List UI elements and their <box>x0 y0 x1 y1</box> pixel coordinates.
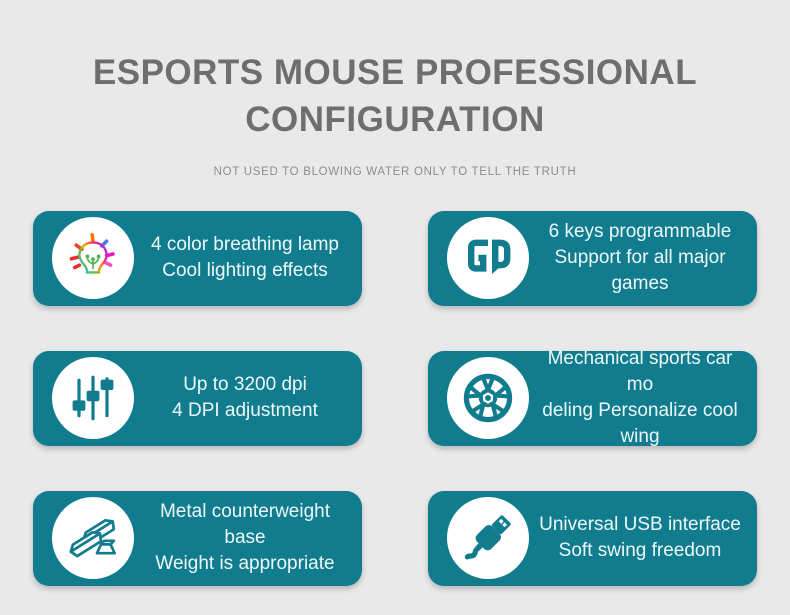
feature-line-1: 6 keys programmable <box>548 221 732 243</box>
header: ESPORTS MOUSE PROFESSIONAL CONFIGURATION… <box>0 0 790 178</box>
page-title: ESPORTS MOUSE PROFESSIONAL CONFIGURATION <box>92 53 698 139</box>
feature-card-dpi: Up to 3200 dpi 4 DPI adjustment <box>33 350 362 446</box>
feature-text: 6 keys programmable Support for all majo… <box>529 219 757 297</box>
page-subtitle: NOT USED TO BLOWING WATER ONLY TO TELL T… <box>213 165 577 178</box>
feature-line-1: Mechanical sports car mo <box>547 348 733 396</box>
gd-logo-icon <box>447 217 529 300</box>
feature-card-weight: Metal counterweight base Weight is appro… <box>33 490 362 586</box>
feature-line-2: Support for all major games <box>554 247 726 295</box>
lightbulb-icon <box>52 217 134 300</box>
feature-text: Up to 3200 dpi 4 DPI adjustment <box>134 372 362 424</box>
feature-line-2: deling Personalize cool wing <box>542 400 738 448</box>
feature-card-modeling: Mechanical sports car mo deling Personal… <box>428 348 757 447</box>
feature-line-2: Soft swing freedom <box>558 540 722 562</box>
feature-text: 4 color breathing lamp Cool lighting eff… <box>134 232 362 284</box>
feature-text: Universal USB interface Soft swing freed… <box>529 512 757 564</box>
feature-card-keys: 6 keys programmable Support for all majo… <box>428 210 757 306</box>
wheel-rim-icon <box>447 357 529 440</box>
feature-grid: 4 color breathing lamp Cool lighting eff… <box>33 210 757 586</box>
feature-line-2: 4 DPI adjustment <box>172 400 318 422</box>
feature-line-1: Universal USB interface <box>539 514 741 536</box>
feature-line-2: Weight is appropriate <box>155 553 335 575</box>
feature-text: Mechanical sports car mo deling Personal… <box>529 346 757 450</box>
feature-text: Metal counterweight base Weight is appro… <box>134 499 362 577</box>
feature-line-1: Metal counterweight base <box>159 501 331 549</box>
feature-card-usb: Universal USB interface Soft swing freed… <box>428 490 757 586</box>
dpi-sliders-icon <box>52 357 134 440</box>
feature-line-2: Cool lighting effects <box>162 260 328 282</box>
gold-bars-icon <box>52 497 134 580</box>
feature-card-lighting: 4 color breathing lamp Cool lighting eff… <box>33 210 362 306</box>
feature-line-1: 4 color breathing lamp <box>151 234 339 256</box>
usb-plug-icon <box>447 497 529 580</box>
feature-line-1: Up to 3200 dpi <box>183 374 307 396</box>
